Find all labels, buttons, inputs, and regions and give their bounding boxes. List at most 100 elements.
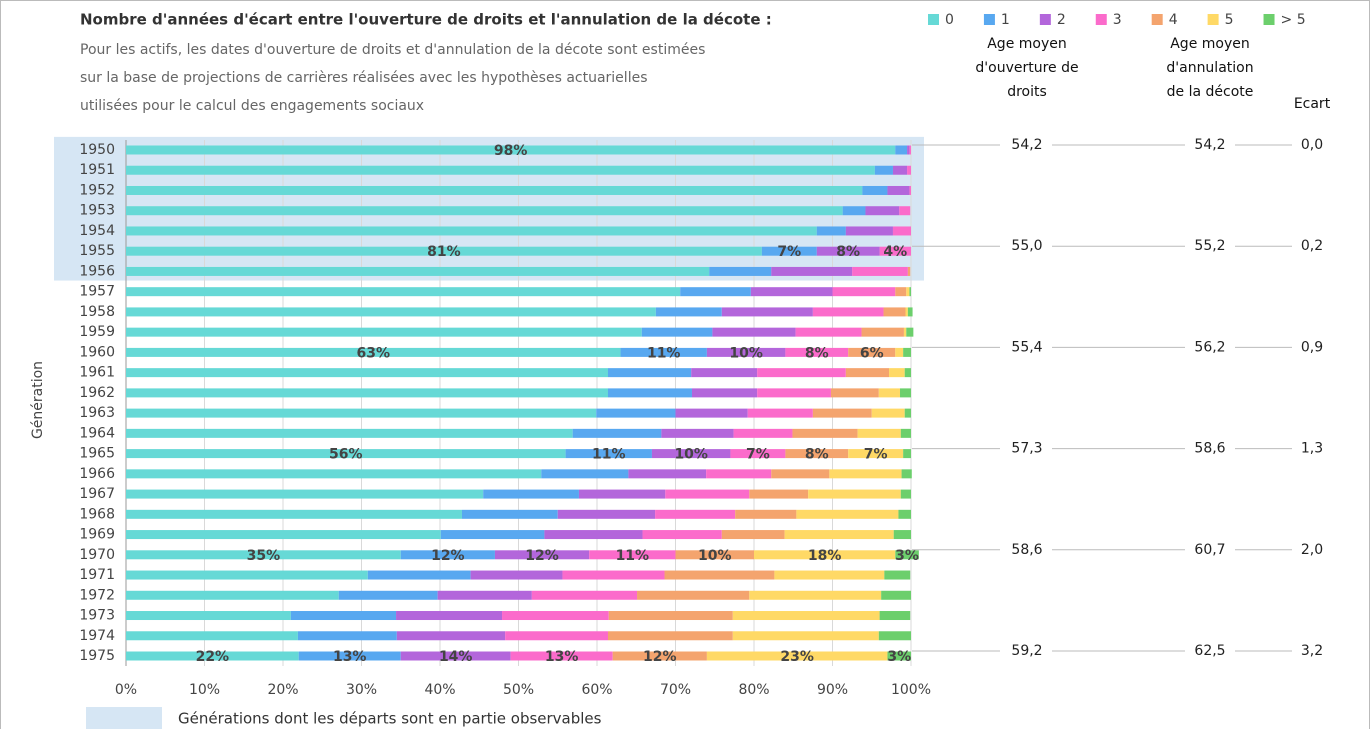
y-tick-label: 1962 [79, 385, 115, 401]
bar-segment [126, 550, 401, 560]
y-tick-label: 1964 [79, 425, 115, 441]
bar-segment [338, 590, 438, 600]
x-tick-label: 20% [267, 682, 298, 698]
subtitle: sur la base de projections de carrières … [80, 70, 648, 86]
table-cell: 0,9 [1301, 339, 1323, 355]
y-tick-label: 1961 [79, 365, 115, 381]
value-label: 7% [777, 244, 801, 260]
y-tick-label: 1970 [79, 547, 115, 563]
bar-segment [691, 388, 758, 398]
bar-segment [126, 631, 298, 641]
bar-segment [126, 165, 875, 175]
legend-label: 1 [1001, 12, 1010, 28]
bar-segment [895, 347, 904, 357]
table-cell: 55,0 [1011, 238, 1042, 254]
bar-segment [795, 327, 862, 337]
table-cell: 0,2 [1301, 238, 1323, 254]
bar-segment [848, 449, 904, 459]
highlight-legend-label: Générations dont les départs sont en par… [178, 710, 602, 728]
bar-segment [437, 590, 532, 600]
y-tick-label: 1974 [79, 628, 115, 644]
table-header: Age moyen [987, 36, 1067, 52]
bar-segment [754, 550, 896, 560]
value-label: 3% [887, 649, 911, 665]
bar-segment [857, 428, 901, 438]
table-cell: 55,4 [1011, 339, 1042, 355]
subtitle: utilisées pour le calcul des engagements… [80, 98, 424, 114]
legend-label: 5 [1225, 12, 1234, 28]
bar-segment [126, 185, 863, 195]
bar-segment [706, 347, 786, 357]
bar-segment [784, 530, 894, 540]
bar-segment [883, 307, 906, 317]
value-label: 6% [860, 345, 884, 361]
bar-segment [747, 408, 813, 418]
bar-segment [774, 570, 885, 580]
bar-segment [565, 449, 652, 459]
y-tick-label: 1954 [79, 223, 115, 239]
bar-segment [461, 509, 558, 519]
bar-segment [842, 206, 866, 216]
bar-segment [899, 206, 911, 216]
bar-segment [297, 631, 397, 641]
bar-segment [881, 590, 911, 600]
y-tick-label: 1951 [79, 162, 115, 178]
bar-segment [900, 428, 911, 438]
bar-segment [706, 469, 772, 479]
x-tick-label: 40% [424, 682, 455, 698]
y-tick-label: 1971 [79, 567, 115, 583]
bar-segment [816, 226, 846, 236]
bar-segment [874, 165, 893, 175]
bar-segment [126, 590, 339, 600]
table-cell: 55,2 [1194, 238, 1225, 254]
bar-segment [879, 246, 911, 256]
legend-swatch [1263, 14, 1275, 25]
bar-segment [900, 489, 911, 499]
bar-segment [852, 266, 908, 276]
bar-segment [903, 449, 911, 459]
x-tick-label: 100% [891, 682, 931, 698]
bar-segment [298, 651, 401, 661]
bar-segment [732, 631, 879, 641]
legend-swatch [1207, 14, 1219, 25]
bar-segment [557, 509, 656, 519]
bar-segment [904, 408, 911, 418]
value-label: 11% [647, 345, 681, 361]
bar-segment [907, 307, 913, 317]
bar-segment [126, 347, 621, 357]
table-header: droits [1007, 84, 1047, 100]
bar-segment [531, 590, 638, 600]
bar-segment [675, 550, 754, 560]
value-label: 11% [616, 548, 650, 564]
y-tick-label: 1963 [79, 405, 115, 421]
bar-segment [771, 266, 853, 276]
bar-segment [541, 469, 629, 479]
bar-segment [126, 408, 597, 418]
bar-segment [845, 368, 890, 378]
bar-segment [900, 388, 911, 398]
bar-segment [871, 408, 905, 418]
table-cell: 54,2 [1194, 137, 1225, 153]
bar-segment [126, 388, 608, 398]
bar-segment [905, 307, 908, 317]
x-tick-label: 30% [346, 682, 377, 698]
bar-segment [909, 185, 911, 195]
bar-segment [675, 408, 748, 418]
bar-segment [607, 368, 692, 378]
value-label: 13% [545, 649, 579, 665]
bar-segment [861, 327, 904, 337]
bar-segment [664, 570, 775, 580]
table-header: Ecart [1294, 96, 1331, 112]
bar-segment [904, 368, 911, 378]
bar-segment [808, 489, 901, 499]
legend-label: 0 [945, 12, 954, 28]
bar-segment [608, 611, 733, 621]
table-cell: 62,5 [1194, 643, 1225, 659]
bar-segment [889, 368, 905, 378]
bar-segment [655, 509, 736, 519]
x-tick-label: 70% [660, 682, 691, 698]
x-tick-label: 60% [581, 682, 612, 698]
bar-segment [612, 651, 707, 661]
bar-segment [510, 651, 613, 661]
